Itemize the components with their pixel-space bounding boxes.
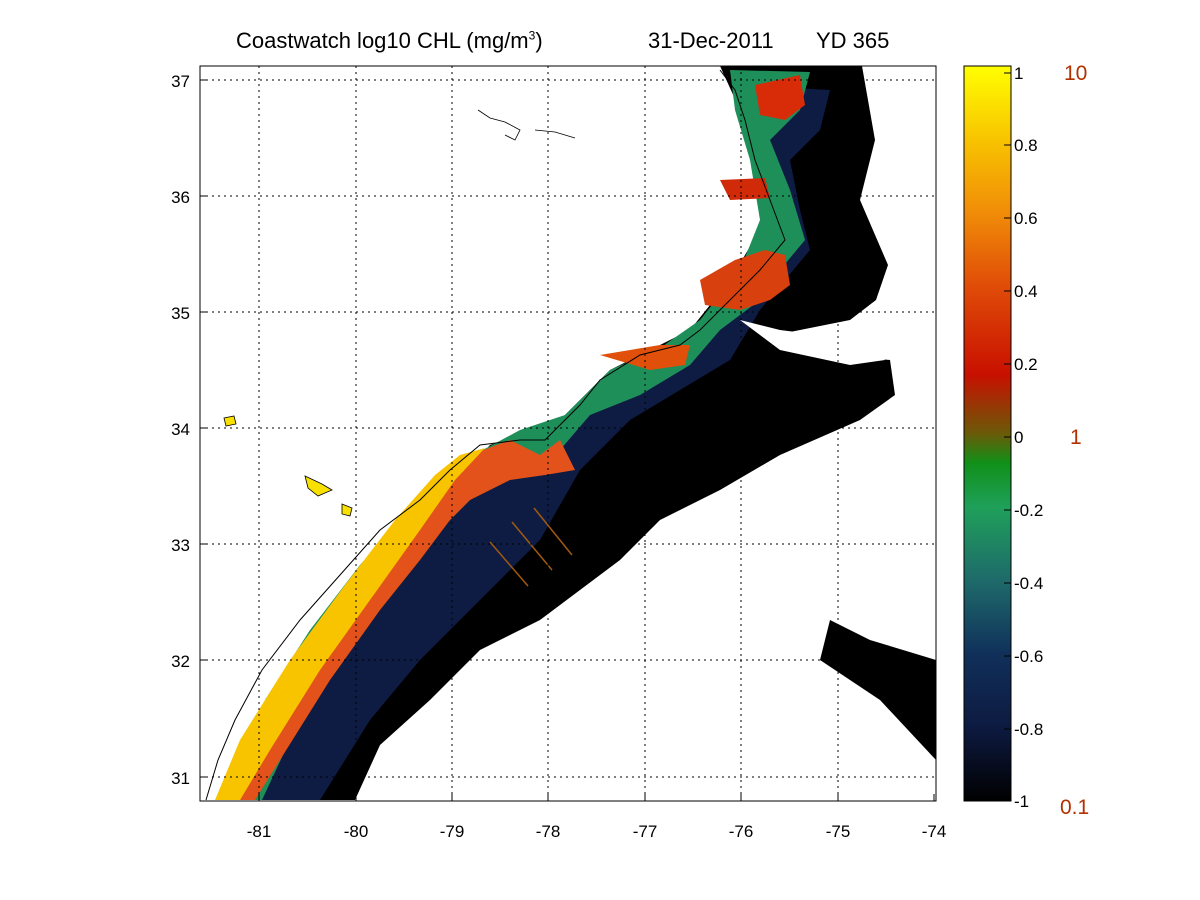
bogue-inlet-chl — [600, 345, 690, 370]
inland-lake-yellow-2 — [341, 503, 353, 517]
colorbar-tick-label: 0.4 — [1014, 282, 1038, 301]
colorbar-tick-label: -0.8 — [1014, 720, 1044, 739]
linear-scale-label: 10 — [1064, 62, 1088, 85]
coastal-yellow-fringe — [215, 448, 485, 800]
inland-lake-yellow — [304, 475, 333, 497]
tick-marks — [200, 79, 935, 801]
coastal-high-chl — [222, 440, 575, 800]
inland-lake-yellow-3 — [223, 415, 237, 427]
chesapeake-mouth-chl — [755, 75, 805, 120]
linear-scale-label: 1 — [1070, 426, 1082, 449]
colorbar-tick-label: -0.4 — [1014, 574, 1044, 593]
x-tick-label: -80 — [343, 822, 369, 841]
transect-line — [511, 521, 553, 571]
transect-line — [533, 507, 573, 556]
colorbar-tick-label: 0 — [1014, 428, 1024, 447]
nearshore-green — [228, 70, 810, 800]
offshore-patch — [820, 620, 936, 760]
x-tick-label: -77 — [632, 822, 658, 841]
colorbar — [963, 65, 1012, 802]
y-tick-label: 35 — [171, 304, 190, 323]
y-tick-label: 31 — [171, 769, 190, 788]
colorbar-tick-label: 1 — [1014, 64, 1024, 83]
albemarle-sound-chl — [720, 178, 770, 200]
data-layer — [205, 66, 936, 801]
x-tick-label: -75 — [825, 822, 851, 841]
title-date: 31-Dec-2011 — [648, 28, 774, 53]
x-tick-label: -78 — [535, 822, 561, 841]
pamlico-sound-chl — [700, 250, 790, 310]
plot-frame — [199, 65, 937, 802]
y-tick-label: 37 — [171, 72, 190, 91]
colorbar-tick-label: 0.6 — [1014, 209, 1038, 228]
x-tick-label: -76 — [728, 822, 754, 841]
transect-line — [489, 541, 529, 587]
cloud-gap-1 — [460, 400, 936, 800]
x-tick-label: -79 — [439, 822, 465, 841]
colorbar-ticks — [1004, 72, 1011, 801]
colorbar-tick-label: -0.6 — [1014, 647, 1044, 666]
y-tick-label: 36 — [171, 188, 190, 207]
y-tick-label: 34 — [171, 420, 190, 439]
colorbar-tick-label: 0.8 — [1014, 136, 1038, 155]
colorbar-tick-label: -0.2 — [1014, 501, 1044, 520]
x-tick-label: -81 — [246, 822, 272, 841]
inland-river — [477, 109, 576, 141]
linear-scale-label: 0.1 — [1060, 796, 1090, 819]
coastline — [205, 69, 786, 801]
map-title: Coastwatch log10 CHL (mg/m3) 31-Dec-2011… — [200, 28, 940, 58]
title-product: Coastwatch log10 CHL (mg/m3) — [236, 28, 543, 53]
grid — [200, 66, 936, 801]
y-tick-label: 33 — [171, 536, 190, 555]
colorbar-tick-label: 0.2 — [1014, 355, 1038, 374]
title-yearday: YD 365 — [816, 28, 890, 53]
y-tick-label: 32 — [171, 652, 190, 671]
x-tick-label: -74 — [921, 822, 947, 841]
cloud-gap-3 — [740, 320, 885, 365]
colorbar-tick-label: -1 — [1014, 792, 1030, 811]
